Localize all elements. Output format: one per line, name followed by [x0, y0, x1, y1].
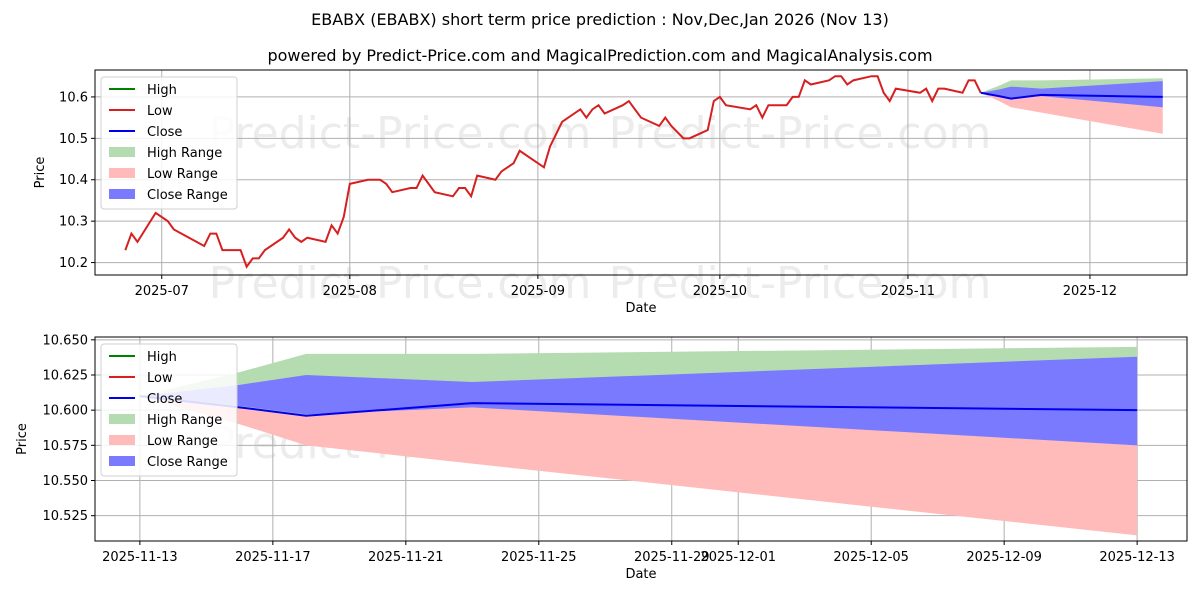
x-tick-label: 2025-12-05: [833, 550, 909, 565]
y-tick-label: 10.550: [43, 474, 89, 489]
legend-swatch-3: [109, 414, 135, 424]
panel-2: Predict-Price.comPredict-Price.com10.525…: [15, 333, 1188, 582]
y-tick-label: 10.3: [59, 215, 88, 230]
y-tick-label: 10.525: [43, 509, 89, 524]
watermark: Predict-Price.com: [209, 108, 592, 159]
x-tick-label: 2025-11-29: [634, 550, 710, 565]
legend-swatch-5: [109, 189, 135, 199]
panel-1: Predict-Price.com Predict-Price.com Predic…: [33, 69, 1188, 316]
legend-label: High: [147, 83, 177, 98]
x-tick-label: 2025-08: [323, 284, 377, 299]
x-axis-label: Date: [625, 567, 656, 582]
x-tick-label: 2025-11-25: [501, 550, 577, 565]
legend-label: High Range: [147, 413, 222, 428]
y-tick-label: 10.575: [43, 439, 89, 454]
low-line: [124, 75, 982, 269]
close-range-band: [139, 356, 1138, 446]
legend-label: High Range: [147, 146, 222, 161]
y-tick-label: 10.600: [43, 404, 89, 419]
legend-label: Low Range: [147, 434, 218, 449]
legend-label: Close: [147, 392, 182, 407]
chart-subtitle: powered by Predict-Price.com and Magical…: [267, 46, 933, 65]
x-tick-label: 2025-11: [881, 284, 935, 299]
legend-label: Low Range: [147, 167, 218, 182]
x-tick-label: 2025-10: [693, 284, 747, 299]
watermark: Predict-Price.com: [609, 108, 992, 159]
close-line: [980, 91, 1163, 100]
x-tick-label: 2025-09: [511, 284, 565, 299]
legend-swatch-5: [109, 456, 135, 466]
y-tick-label: 10.650: [43, 333, 89, 348]
watermark: Predict-Price.com: [609, 258, 992, 309]
x-tick-label: 2025-12-09: [966, 550, 1042, 565]
plot-frame: [94, 336, 1188, 542]
x-tick-label: 2025-07: [135, 284, 189, 299]
legend-swatch-4: [109, 168, 135, 178]
legend-label: Low: [147, 371, 173, 386]
close-range-band: [980, 81, 1163, 108]
legend-swatch-3: [109, 147, 135, 157]
chart-title: EBABX (EBABX) short term price predictio…: [311, 10, 889, 29]
y-axis-label: Price: [33, 157, 48, 189]
watermark: Predict-Price.com: [209, 258, 592, 309]
y-axis-label: Price: [15, 423, 30, 455]
legend-label: Close Range: [147, 455, 228, 470]
y-tick-label: 10.5: [59, 132, 88, 147]
x-tick-label: 2025-11-13: [102, 550, 178, 565]
x-tick-label: 2025-11-17: [235, 550, 311, 565]
legend-swatch-4: [109, 435, 135, 445]
x-tick-label: 2025-12-01: [700, 550, 776, 565]
y-tick-label: 10.2: [59, 256, 88, 271]
x-tick-label: 2025-12-13: [1099, 550, 1175, 565]
plot-frame: [94, 69, 1188, 276]
legend-label: Close: [147, 125, 182, 140]
x-tick-label: 2025-11-21: [368, 550, 444, 565]
y-tick-label: 10.6: [59, 90, 88, 105]
legend-label: Close Range: [147, 188, 228, 203]
y-tick-label: 10.4: [59, 173, 88, 188]
x-tick-label: 2025-12: [1063, 284, 1117, 299]
legend-label: Low: [147, 104, 173, 119]
x-axis-label: Date: [625, 301, 656, 316]
legend-label: High: [147, 350, 177, 365]
y-tick-label: 10.625: [43, 368, 89, 383]
